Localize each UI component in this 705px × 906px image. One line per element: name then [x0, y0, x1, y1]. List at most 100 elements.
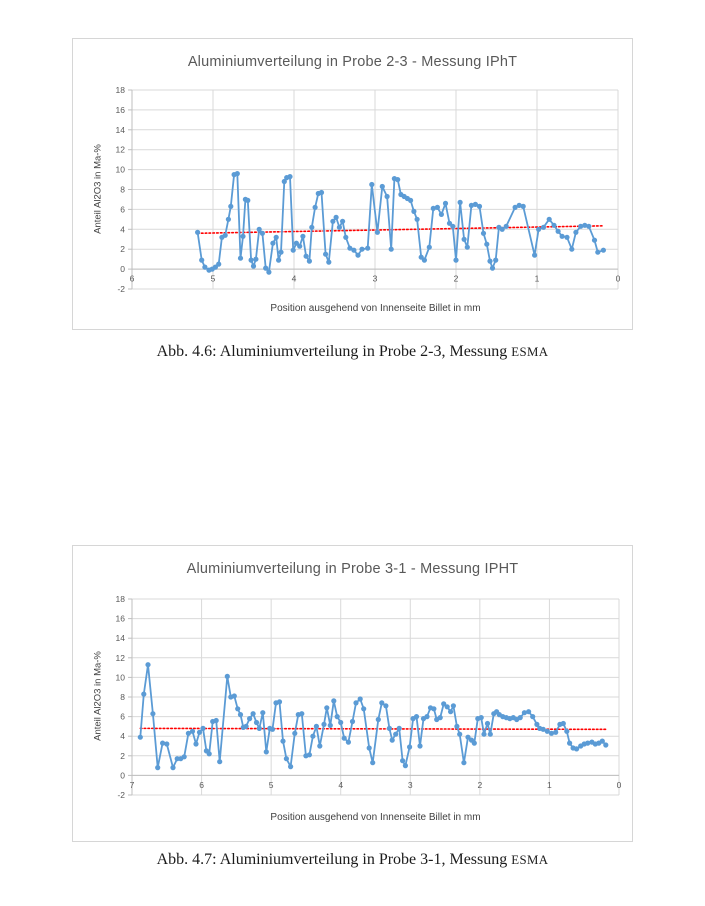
data-point: [321, 721, 327, 727]
data-point: [281, 178, 287, 185]
gridlines: [132, 89, 619, 290]
data-point: [200, 725, 206, 731]
trend-line: [139, 727, 607, 731]
data-point: [407, 744, 413, 750]
data-point: [395, 177, 401, 183]
data-point: [326, 259, 332, 265]
data-point: [160, 740, 166, 746]
data-point: [472, 201, 478, 207]
data-point: [487, 258, 493, 264]
data-point: [379, 183, 385, 190]
svg-text:-2: -2: [117, 284, 125, 294]
data-point: [388, 246, 394, 252]
data-point: [170, 765, 176, 771]
chart-title: Aluminiumverteilung in Probe 3-1 - Messu…: [186, 561, 519, 577]
data-point: [574, 746, 580, 752]
data-point: [287, 174, 293, 180]
caption-label: Abb. 4.7:: [156, 851, 217, 868]
data-point: [424, 714, 430, 720]
data-point: [216, 261, 222, 267]
svg-text:8: 8: [120, 185, 125, 195]
data-point: [595, 249, 601, 255]
data-point: [534, 721, 540, 727]
data-point: [446, 220, 453, 226]
data-point: [273, 234, 279, 240]
data-point: [343, 234, 349, 240]
data-point: [586, 223, 592, 229]
svg-text:12: 12: [116, 653, 126, 663]
data-point: [224, 673, 230, 679]
data-point: [414, 216, 420, 222]
svg-text:10: 10: [116, 165, 126, 175]
svg-text:2: 2: [120, 751, 125, 761]
data-point: [386, 725, 392, 731]
data-point: [365, 245, 371, 251]
data-point: [553, 729, 559, 735]
x-axis-title: Position ausgehend von Innenseite Billet…: [270, 303, 481, 314]
data-point: [263, 265, 269, 271]
chart-title: Aluminiumverteilung in Probe 2-3 - Messu…: [187, 54, 518, 70]
data-point: [544, 728, 550, 734]
data-point: [359, 246, 365, 252]
svg-text:4: 4: [120, 224, 125, 234]
data-point: [155, 765, 161, 771]
svg-text:1: 1: [547, 780, 552, 790]
svg-text:-2: -2: [117, 790, 125, 800]
data-point: [288, 764, 294, 770]
data-point: [582, 222, 588, 228]
data-point: [567, 740, 573, 746]
caption-method: ESMA: [511, 853, 549, 867]
data-point: [499, 226, 505, 232]
svg-text:5: 5: [211, 274, 216, 284]
data-point: [457, 199, 463, 205]
data-point: [250, 711, 256, 717]
svg-text:0: 0: [616, 274, 621, 284]
data-point: [276, 699, 283, 705]
data-point: [355, 252, 361, 258]
data-point: [303, 253, 309, 259]
svg-text:2: 2: [477, 780, 482, 790]
svg-text:6: 6: [199, 780, 204, 790]
svg-text:0: 0: [120, 264, 125, 274]
svg-text:5: 5: [269, 780, 274, 790]
data-point: [569, 246, 575, 252]
data-point: [400, 758, 406, 764]
data-point: [349, 718, 356, 725]
caption-text: Aluminiumverteilung in Probe 2-3, Messun…: [219, 343, 508, 360]
data-point: [417, 743, 423, 749]
data-point: [225, 216, 231, 222]
data-point: [217, 759, 223, 765]
data-point: [228, 203, 234, 209]
data-point: [453, 257, 459, 263]
data-point: [426, 244, 432, 250]
data-point: [212, 264, 218, 270]
data-point: [235, 706, 241, 712]
data-point: [206, 751, 212, 757]
data-point: [312, 204, 318, 210]
caption-label: Abb. 4.6:: [156, 343, 217, 360]
data-point: [141, 691, 147, 697]
data-point: [248, 257, 254, 263]
data-point: [292, 730, 298, 736]
data-point: [540, 726, 546, 732]
svg-text:4: 4: [338, 780, 343, 790]
data-point: [548, 730, 555, 736]
data-point: [393, 731, 399, 737]
data-point: [351, 247, 357, 253]
trend-line: [196, 225, 605, 235]
data-point: [383, 703, 389, 709]
data-point: [411, 208, 417, 214]
svg-text:3: 3: [373, 274, 378, 284]
data-point: [222, 232, 228, 238]
data-point: [150, 711, 156, 717]
data-point: [313, 723, 319, 729]
data-point: [564, 234, 570, 240]
data-point: [578, 223, 584, 229]
series-line: [196, 172, 605, 274]
data-point: [245, 197, 251, 203]
data-point: [331, 698, 337, 704]
data-point: [478, 715, 484, 721]
data-point: [240, 233, 246, 239]
data-point: [461, 760, 467, 766]
